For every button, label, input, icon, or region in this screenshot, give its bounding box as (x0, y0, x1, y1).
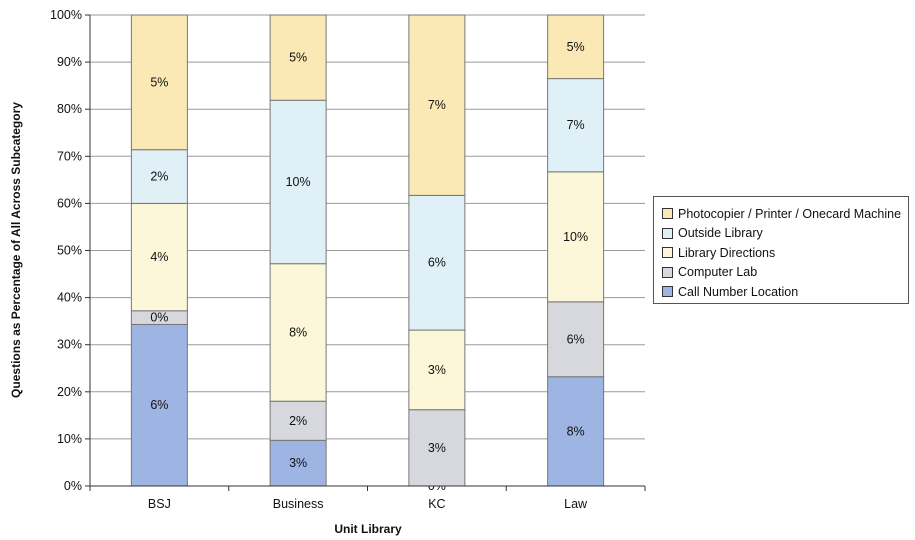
bar-segment (130, 149, 188, 204)
data-label: 3% (428, 363, 446, 377)
legend-swatch (662, 208, 673, 220)
x-axis-title: Unit Library (334, 522, 402, 536)
bar-segment (408, 329, 466, 411)
bar-segment (547, 171, 605, 303)
legend-label: Outside Library (678, 226, 763, 241)
data-label: 5% (567, 40, 585, 54)
data-label: 8% (289, 325, 307, 339)
data-label: 3% (428, 441, 446, 455)
data-label: 7% (567, 118, 585, 132)
bar-segment (547, 14, 605, 80)
data-label: 2% (289, 414, 307, 428)
data-label: 10% (563, 230, 588, 244)
data-label: 0% (150, 311, 168, 325)
y-tick-label: 0% (64, 479, 82, 493)
data-label: 3% (289, 456, 307, 470)
data-label: 6% (428, 256, 446, 270)
x-tick-label: BSJ (148, 497, 171, 511)
legend: Photocopier / Printer / Onecard Machine O… (653, 196, 909, 304)
x-tick-label: Business (273, 497, 324, 511)
legend-swatch (662, 286, 673, 298)
y-axis-title: Questions as Percentage of All Across Su… (9, 102, 23, 398)
bar-segment (130, 14, 188, 151)
legend-item: Outside Library (662, 224, 908, 244)
data-label: 4% (150, 250, 168, 264)
legend-swatch (662, 227, 673, 239)
y-tick-labels: 0% 10% 20% 30% 40% 50% 60% 70% 80% 90% 100% (50, 8, 82, 493)
legend-item: Photocopier / Printer / Onecard Machine (662, 204, 908, 224)
bar-segment (547, 78, 605, 173)
data-label: 5% (289, 51, 307, 65)
x-tick-label: Law (564, 497, 588, 511)
legend-swatch (662, 247, 673, 259)
legend-item: Library Directions (662, 243, 908, 263)
y-tick-label: 90% (57, 55, 82, 69)
data-label: 8% (567, 424, 585, 438)
legend-label: Call Number Location (678, 284, 799, 299)
legend-item: Call Number Location (662, 282, 908, 302)
y-tick-label: 10% (57, 432, 82, 446)
legend-swatch (662, 266, 673, 278)
y-tick-label: 20% (57, 385, 82, 399)
data-label: 6% (150, 398, 168, 412)
bar-segment (269, 14, 327, 101)
y-tick-label: 100% (50, 8, 82, 22)
y-tick-label: 30% (57, 338, 82, 352)
bar-segment (130, 323, 188, 487)
bar-segment (269, 400, 327, 441)
legend-label: Computer Lab (678, 265, 758, 280)
x-tick-label: KC (428, 497, 445, 511)
bar-segment (269, 99, 327, 265)
legend-label: Photocopier / Printer / Onecard Machine (678, 206, 902, 221)
y-tick-label: 40% (57, 291, 82, 305)
legend-label: Library Directions (678, 245, 776, 260)
bar-segment (408, 14, 466, 196)
y-tick-label: 80% (57, 102, 82, 116)
bar-segment (547, 301, 605, 378)
data-label: 5% (150, 75, 168, 89)
data-label: 2% (150, 170, 168, 184)
y-tick-label: 50% (57, 244, 82, 258)
bar-segment (130, 202, 188, 312)
bars: 6%0%4%2%5%3%2%8%10%5%0%3%3%6%7%8%6%10%7%… (130, 14, 605, 493)
x-tick-labels: BSJ Business KC Law (89, 486, 646, 511)
y-tick-label: 60% (57, 196, 82, 210)
legend-item: Computer Lab (662, 263, 908, 283)
bar-segment (408, 409, 466, 487)
data-label: 10% (286, 175, 311, 189)
bar-segment (269, 263, 327, 402)
y-tick-label: 70% (57, 149, 82, 163)
bar-segment (269, 439, 327, 487)
data-label: 7% (428, 98, 446, 112)
bar-segment (408, 194, 466, 331)
data-label: 6% (567, 332, 585, 346)
